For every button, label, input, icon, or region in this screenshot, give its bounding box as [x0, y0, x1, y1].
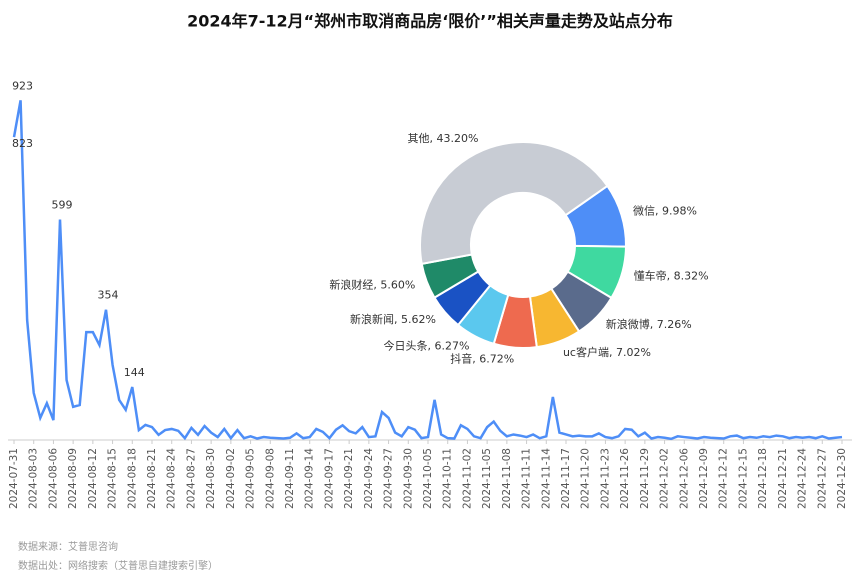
x-tick-label: 2024-11-02 [461, 448, 473, 509]
x-tick-label: 2024-11-11 [521, 448, 533, 509]
x-tick-label: 2024-08-15 [107, 448, 119, 509]
x-tick-label: 2024-09-24 [363, 448, 375, 509]
x-tick-label: 2024-12-06 [678, 448, 690, 509]
data-label: 144 [124, 366, 145, 379]
x-tick-label: 2024-11-23 [599, 448, 611, 509]
x-tick-label: 2024-11-26 [619, 448, 631, 509]
x-tick-label: 2024-12-09 [698, 448, 710, 509]
x-tick-label: 2024-12-15 [737, 448, 749, 509]
slice-label: 新浪微博, 7.26% [606, 317, 692, 331]
x-tick-label: 2024-08-21 [146, 448, 158, 509]
x-tick-label: 2024-09-21 [343, 448, 355, 509]
data-label: 923 [12, 79, 33, 92]
x-tick-label: 2024-07-31 [8, 448, 20, 509]
x-tick-label: 2024-12-21 [777, 448, 789, 509]
x-tick-label: 2024-08-03 [28, 448, 40, 509]
x-tick-label: 2024-08-12 [87, 448, 99, 509]
x-tick-label: 2024-12-27 [816, 448, 828, 509]
x-tick-label: 2024-09-14 [304, 448, 316, 509]
source: 数据来源：艾普思咨询 [18, 540, 118, 553]
x-tick-label: 2024-08-18 [126, 448, 138, 509]
x-tick-label: 2024-09-02 [225, 448, 237, 509]
slice-label: 新浪财经, 5.60% [329, 277, 415, 291]
chart-title: 2024年7-12月“郑州市取消商品房‘限价’”相关声量走势及站点分布 [187, 12, 673, 31]
x-tick-label: 2024-12-18 [757, 448, 769, 509]
origin: 数据出处：网络搜索（艾普思自建搜索引擎） [18, 559, 218, 572]
x-tick-label: 2024-12-30 [836, 448, 848, 509]
data-label: 823 [12, 137, 33, 150]
line [12, 100, 843, 441]
x-tick-label: 2024-10-05 [422, 448, 434, 509]
slice-label: 懂车帝, 8.32% [634, 269, 709, 283]
x-tick-label: 2024-12-24 [797, 448, 809, 509]
x-tick-label: 2024-08-30 [205, 448, 217, 509]
x-tick-label: 2024-08-09 [67, 448, 79, 509]
slice-label: 今日头条, 6.27% [383, 339, 469, 353]
x-tick-label: 2024-11-20 [580, 448, 592, 509]
x-tick-label: 2024-08-24 [166, 448, 178, 509]
x-tick-label: 2024-09-05 [245, 448, 257, 509]
x-tick-label: 2024-11-14 [540, 448, 552, 509]
data-label: 599 [52, 199, 73, 212]
x-tick-label: 2024-09-30 [402, 448, 414, 509]
x-tick-label: 2024-11-08 [501, 448, 513, 509]
x-tick-label: 2024-12-12 [718, 448, 730, 509]
slice-label: uc客户端, 7.02% [563, 345, 651, 359]
x-tick-label: 2024-08-06 [47, 448, 59, 509]
x-tick-label: 2024-09-27 [383, 448, 395, 509]
slice-label: 新浪新闻, 5.62% [350, 312, 436, 326]
x-tick-label: 2024-08-27 [185, 448, 197, 509]
slice-label: 微信, 9.98% [633, 203, 697, 217]
x-tick-label: 2024-11-05 [481, 448, 493, 509]
x-tick-label: 2024-11-17 [560, 448, 572, 509]
x-tick-label: 2024-11-29 [639, 448, 651, 509]
x-tick-label: 2024-09-17 [323, 448, 335, 509]
slice-label: 抖音, 6.72% [450, 352, 514, 366]
donut-slice [419, 140, 609, 265]
data-label: 354 [98, 289, 119, 302]
slice-label: 其他, 43.20% [408, 132, 479, 145]
x-tick-label: 2024-12-02 [659, 448, 671, 509]
x-tick-label: 2024-09-08 [264, 448, 276, 509]
x-tick-label: 2024-09-11 [284, 448, 296, 509]
x-tick-label: 2024-10-11 [442, 448, 454, 509]
